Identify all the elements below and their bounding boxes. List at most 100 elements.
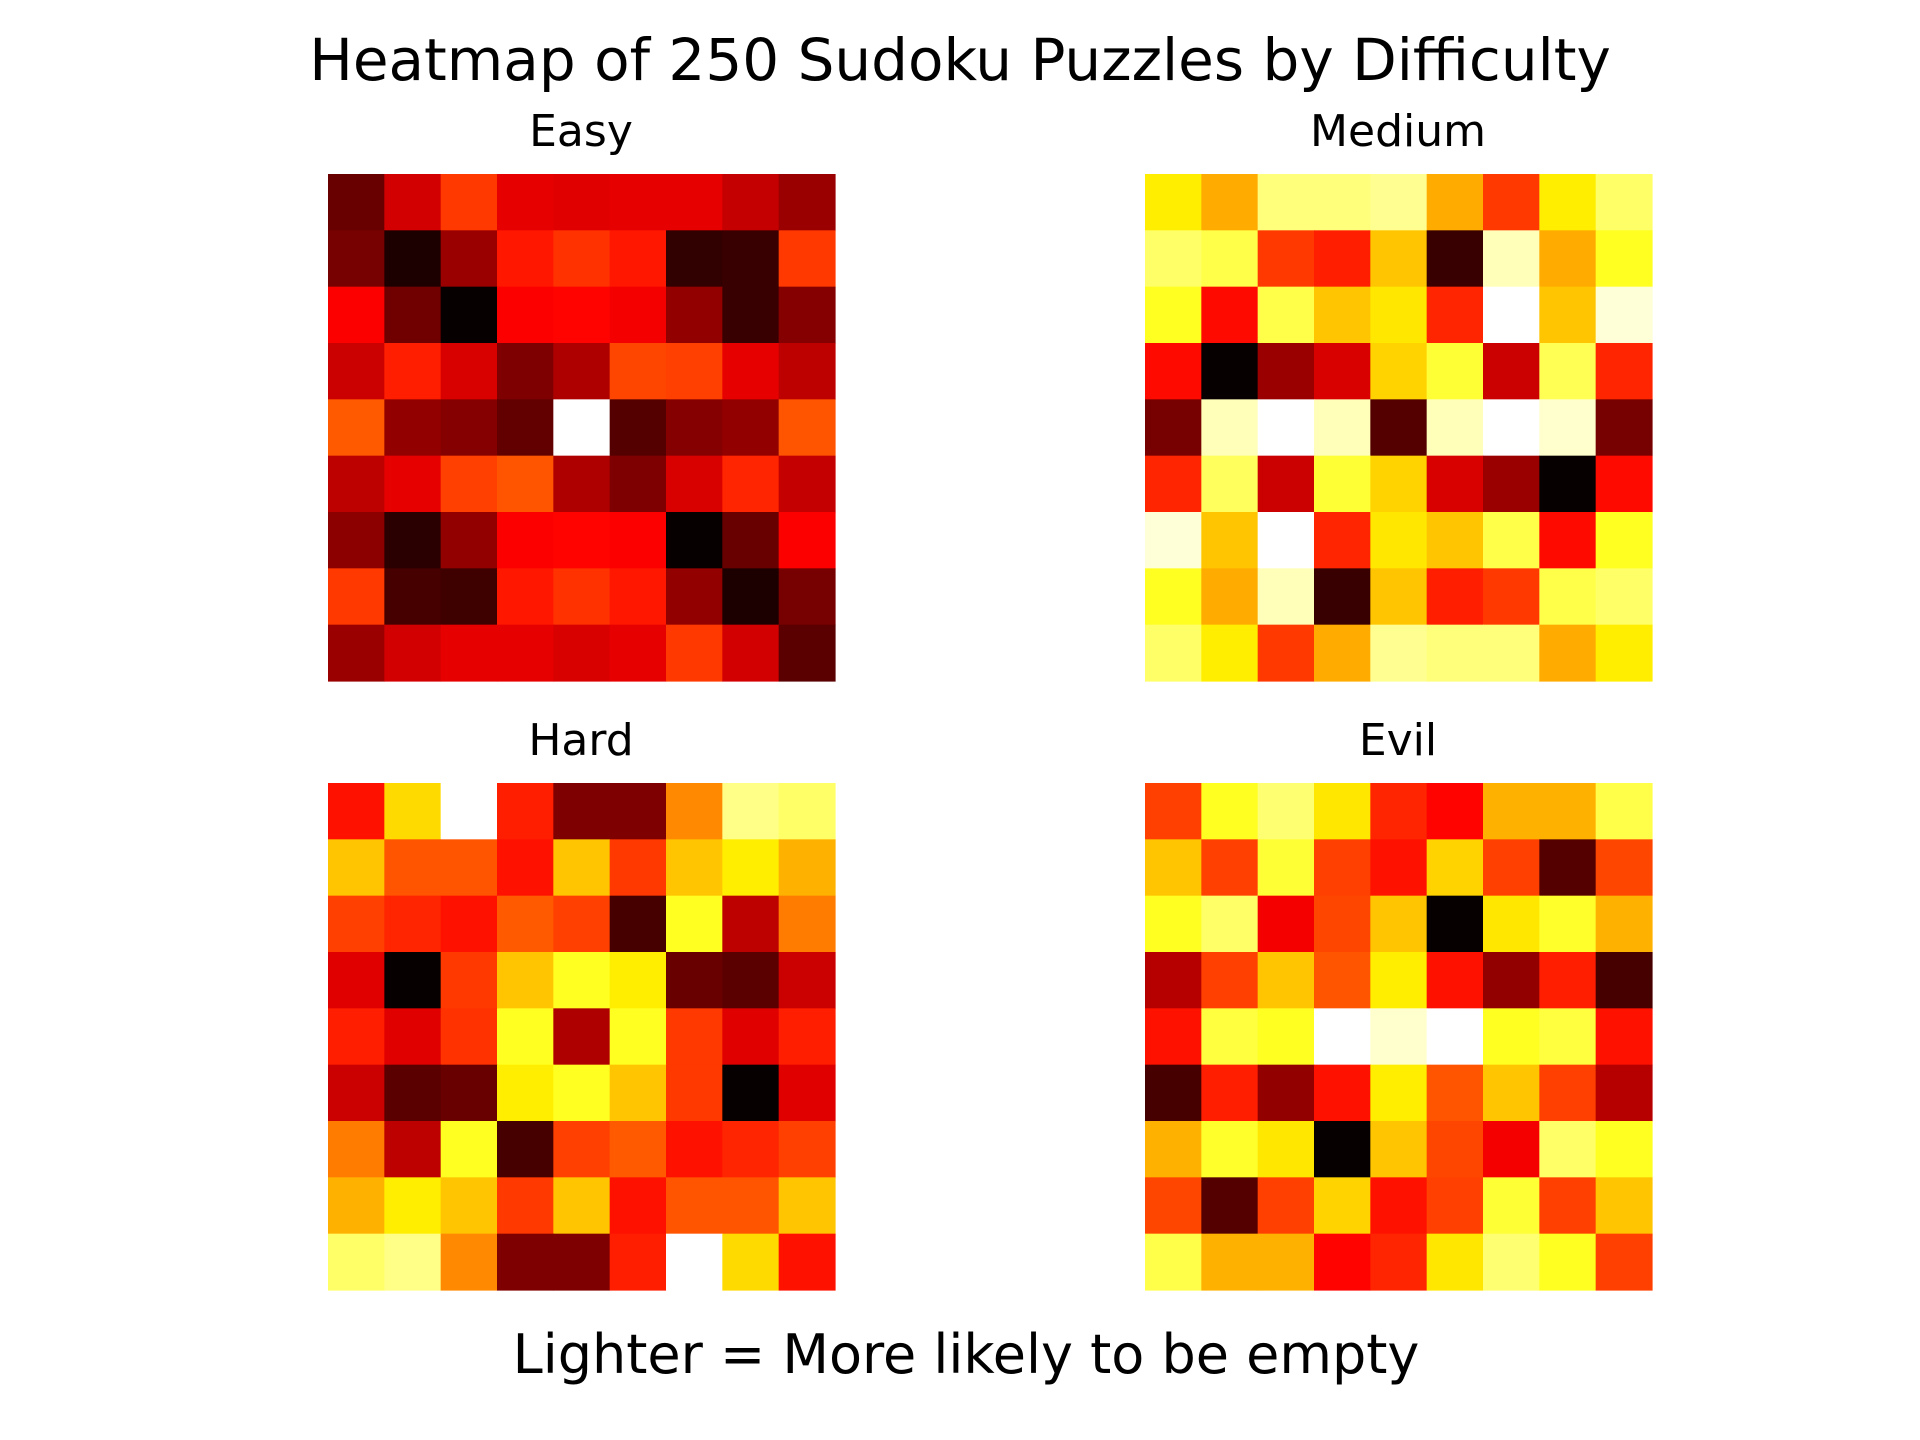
- heatmap-cell: [609, 399, 667, 457]
- heatmap-cell: [1426, 230, 1484, 288]
- heatmap-cell: [1483, 1177, 1540, 1235]
- heatmap-cell: [1257, 286, 1315, 344]
- heatmap-cell: [1257, 783, 1315, 840]
- heatmap-cell: [778, 624, 836, 682]
- heatmap-cell: [440, 399, 498, 457]
- heatmap-cell: [1370, 455, 1428, 513]
- heatmap-cell: [1539, 455, 1597, 513]
- heatmap-cell: [1314, 839, 1371, 897]
- heatmap-cell: [1201, 952, 1259, 1009]
- heatmap-cell: [1483, 455, 1540, 513]
- heatmap-cell: [440, 783, 498, 840]
- heatmap-cell: [1426, 455, 1484, 513]
- figure-title: Heatmap of 250 Sudoku Puzzles by Difficu…: [309, 26, 1611, 94]
- heatmap-cell: [778, 1177, 836, 1235]
- heatmap-cell: [1314, 455, 1371, 513]
- heatmap-cell: [666, 783, 723, 840]
- heatmap-cell: [1257, 624, 1315, 682]
- heatmap-cell: [497, 399, 554, 457]
- heatmap-cell: [1595, 1064, 1653, 1122]
- heatmap-cell: [609, 783, 667, 840]
- heatmap-cell: [1539, 895, 1597, 953]
- heatmap-cell: [328, 783, 385, 840]
- heatmap-cell: [778, 1233, 836, 1291]
- heatmap-cell: [440, 1233, 498, 1291]
- heatmap-cell: [440, 1177, 498, 1235]
- heatmap-cell: [1595, 624, 1653, 682]
- heatmap-cell: [1426, 783, 1484, 840]
- heatmap-cell: [440, 1121, 498, 1178]
- heatmap-cell: [1314, 230, 1371, 288]
- heatmap-cell: [1314, 174, 1371, 231]
- heatmap-cell: [384, 1121, 442, 1178]
- heatmap-cell: [328, 174, 385, 231]
- heatmap-cell: [328, 1177, 385, 1235]
- heatmap-cell: [553, 174, 611, 231]
- heatmap-cell: [553, 286, 611, 344]
- heatmap-cell: [497, 1121, 554, 1178]
- heatmap-cell: [1314, 1064, 1371, 1122]
- heatmap-cell: [1145, 174, 1202, 231]
- heatmap-cell: [666, 286, 723, 344]
- heatmap-cell: [1426, 895, 1484, 953]
- heatmap-cell: [1539, 1064, 1597, 1122]
- heatmap-cells-hard: [328, 783, 836, 1291]
- heatmap-cell: [384, 952, 442, 1009]
- heatmap-cell: [384, 399, 442, 457]
- heatmap-cell: [722, 1233, 780, 1291]
- heatmap-cell: [497, 624, 554, 682]
- heatmap-cell: [1201, 1121, 1259, 1178]
- heatmap-cell: [1145, 1064, 1202, 1122]
- heatmap-cell: [1595, 1177, 1653, 1235]
- heatmap-cell: [666, 839, 723, 897]
- heatmap-cell: [1314, 286, 1371, 344]
- heatmap-cell: [1483, 1064, 1540, 1122]
- heatmap-cell: [1370, 952, 1428, 1009]
- heatmap-cell: [609, 952, 667, 1009]
- heatmap-cell: [1145, 1008, 1202, 1066]
- heatmap-cells-medium: [1145, 174, 1653, 682]
- heatmap-cell: [1314, 1008, 1371, 1066]
- heatmap-cell: [328, 568, 385, 626]
- heatmap-cell: [440, 286, 498, 344]
- heatmap-cell: [1145, 230, 1202, 288]
- heatmap-cell: [553, 1064, 611, 1122]
- heatmap-cell: [553, 1233, 611, 1291]
- heatmap-cell: [609, 286, 667, 344]
- heatmap-cell: [1539, 624, 1597, 682]
- heatmap-cell: [1595, 1008, 1653, 1066]
- heatmap-cell: [1370, 1008, 1428, 1066]
- heatmap-cells-evil: [1145, 783, 1653, 1291]
- heatmap-cell: [609, 343, 667, 400]
- heatmap-cell: [1314, 1177, 1371, 1235]
- heatmap-cell: [1595, 895, 1653, 953]
- heatmap-cell: [1426, 839, 1484, 897]
- heatmap-cell: [497, 455, 554, 513]
- heatmap-cell: [778, 512, 836, 569]
- heatmap-cell: [497, 343, 554, 400]
- heatmap-cell: [553, 512, 611, 569]
- heatmap-cell: [1595, 568, 1653, 626]
- heatmap-cell: [722, 568, 780, 626]
- heatmap-cell: [1201, 174, 1259, 231]
- heatmap-cell: [722, 399, 780, 457]
- heatmap-cell: [609, 1064, 667, 1122]
- heatmap-cell: [1145, 399, 1202, 457]
- heatmap-cell: [497, 952, 554, 1009]
- heatmap-cell: [1370, 286, 1428, 344]
- heatmap-cell: [1539, 1233, 1597, 1291]
- heatmap-cell: [666, 895, 723, 953]
- heatmap-cell: [497, 174, 554, 231]
- heatmap-cell: [553, 1121, 611, 1178]
- heatmap-cell: [497, 839, 554, 897]
- heatmap-cell: [1145, 1177, 1202, 1235]
- heatmap-cell: [666, 512, 723, 569]
- heatmap-cell: [722, 1121, 780, 1178]
- heatmap-cell: [1145, 839, 1202, 897]
- heatmap-cell: [1257, 174, 1315, 231]
- heatmap-cell: [1483, 399, 1540, 457]
- heatmap-cell: [1370, 174, 1428, 231]
- heatmap-cell: [1314, 1233, 1371, 1291]
- heatmap-cell: [609, 1121, 667, 1178]
